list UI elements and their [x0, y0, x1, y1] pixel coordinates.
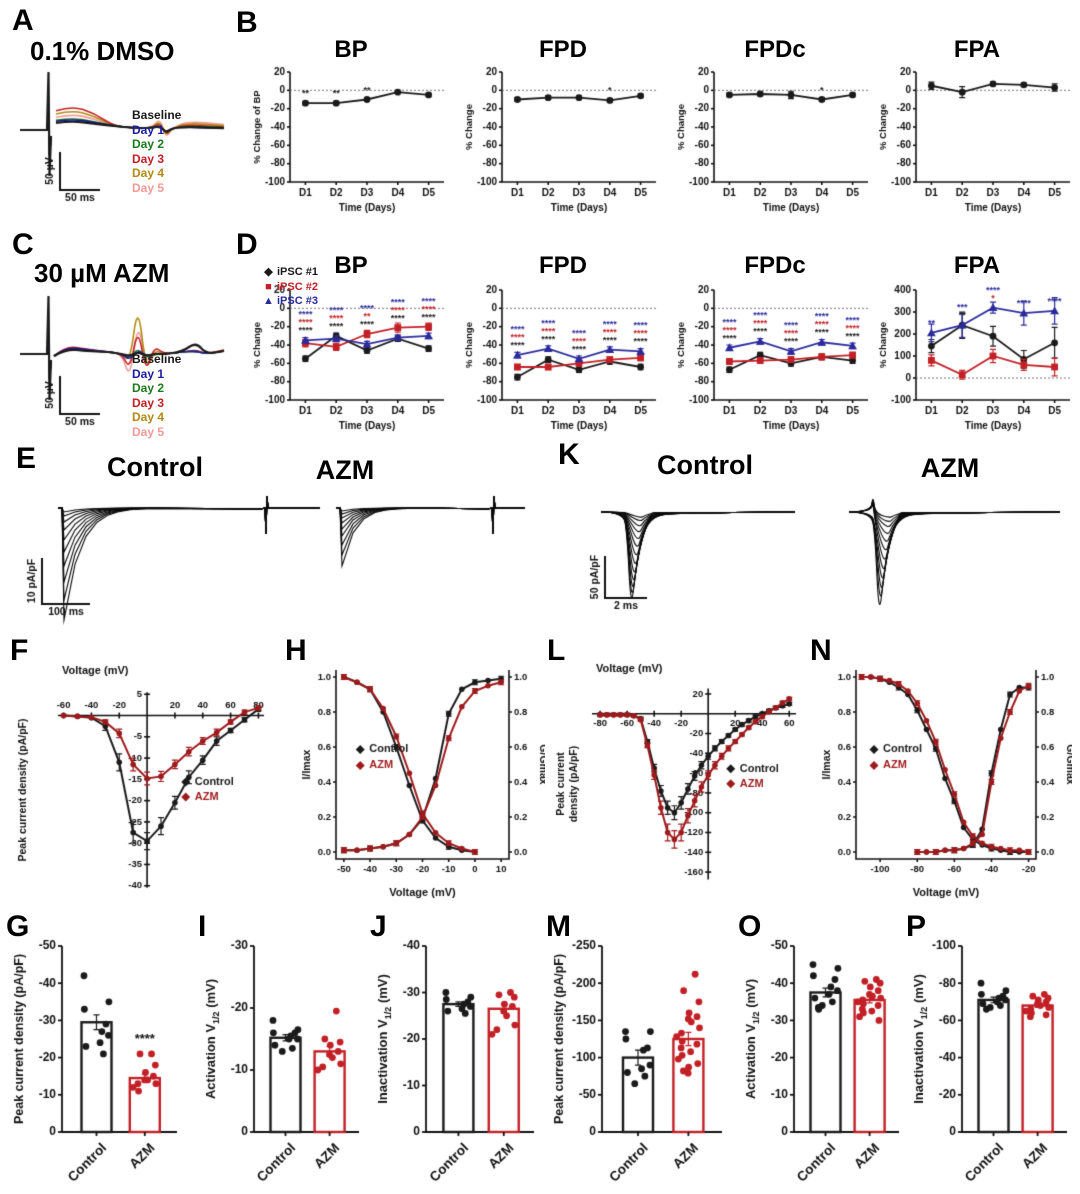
- legend-label: Day 4: [132, 166, 165, 180]
- panel-letter-k: K: [558, 438, 580, 471]
- legend-item: Day 2: [132, 381, 181, 396]
- legend-label: iPSC #1: [277, 266, 318, 278]
- panel-letter-c: C: [12, 228, 34, 261]
- chart-b-fpa: [876, 64, 1078, 216]
- legend-item: Day 4: [132, 410, 181, 425]
- diamond-marker-icon: ◆: [264, 266, 273, 278]
- panel-e-trace-plot: [20, 486, 530, 631]
- panel-letter-n: N: [810, 634, 832, 667]
- legend-label: Baseline: [132, 352, 182, 366]
- chart-title-b-fpd: FPD: [539, 36, 587, 63]
- chart-title-d-fpdc: FPDc: [744, 252, 806, 279]
- panel-k-azm-title: AZM: [920, 453, 980, 483]
- panel-c-trace-plot: [14, 288, 232, 443]
- legend-item: Day 3: [132, 152, 181, 167]
- panel-a-trace-plot: [14, 64, 232, 219]
- panel-k-control-title: Control: [657, 450, 753, 480]
- panel-letter-d: D: [236, 228, 258, 261]
- chart-l-iv: [552, 658, 804, 890]
- legend-label: Day 5: [132, 424, 165, 439]
- legend-item: Baseline: [132, 352, 181, 367]
- chart-o-bar: [742, 934, 907, 1190]
- square-marker-icon: ■: [265, 280, 272, 293]
- chart-b-fpd: [462, 64, 664, 216]
- legend-label: Baseline: [132, 108, 182, 122]
- legend-item: Day 3: [132, 396, 181, 411]
- chart-n-boltzmann: [820, 660, 1072, 905]
- panel-e-control-title: Control: [107, 452, 203, 482]
- legend-item: ◆ iPSC #1: [262, 266, 318, 281]
- panel-e-azm-title: AZM: [315, 455, 375, 485]
- chart-d-fpa: [876, 282, 1078, 434]
- panel-d-legend: ◆ iPSC #1 ■ iPSC #2 ▲ iPSC #3: [262, 266, 318, 310]
- legend-label: iPSC #3: [277, 295, 318, 307]
- triangle-marker-icon: ▲: [263, 295, 274, 307]
- chart-m-bar: [550, 934, 730, 1190]
- panel-a-title: 0.1% DMSO: [30, 36, 175, 66]
- panel-letter-h: H: [285, 634, 307, 667]
- chart-f-iv: [14, 660, 272, 900]
- panel-k-trace-plot: [565, 486, 1070, 631]
- legend-label: Day 4: [132, 410, 165, 424]
- panel-c-legend: Baseline Day 1 Day 2 Day 3 Day 4 Day 5: [132, 352, 181, 439]
- legend-label: Day 2: [132, 137, 165, 151]
- chart-title-b-fpa: FPA: [953, 36, 1001, 63]
- legend-item: Day 1: [132, 123, 181, 138]
- legend-item: Baseline: [132, 108, 181, 123]
- legend-label: Day 1: [132, 366, 165, 381]
- legend-item: ■ iPSC #2: [262, 281, 318, 296]
- chart-title-b-fpdc: FPDc: [744, 36, 806, 63]
- legend-item: Day 5: [132, 425, 181, 440]
- chart-d-fpd: [462, 282, 664, 434]
- chart-j-bar: [374, 934, 542, 1190]
- panel-letter-f: F: [10, 634, 29, 667]
- chart-d-bp: [250, 282, 452, 434]
- chart-h-boltzmann: [300, 660, 545, 905]
- chart-title-b-bp: BP: [334, 36, 368, 63]
- legend-label: Day 3: [132, 151, 165, 166]
- panel-letter-b: B: [236, 6, 258, 39]
- chart-p-bar: [910, 934, 1075, 1190]
- legend-label: Day 1: [132, 122, 165, 137]
- legend-item: Day 5: [132, 181, 181, 196]
- legend-label: Day 2: [132, 381, 165, 395]
- chart-d-fpdc: [674, 282, 876, 434]
- legend-label: Day 5: [132, 180, 165, 195]
- legend-item: Day 2: [132, 137, 181, 152]
- chart-i-bar: [202, 934, 367, 1190]
- chart-b-fpdc: [674, 64, 876, 216]
- panel-letter-i: I: [198, 910, 207, 943]
- panel-a-legend: Baseline Day 1 Day 2 Day 3 Day 4 Day 5: [132, 108, 181, 195]
- legend-item: Day 1: [132, 367, 181, 382]
- chart-title-d-fpd: FPD: [539, 252, 587, 279]
- legend-item: Day 4: [132, 166, 181, 181]
- chart-title-d-bp: BP: [334, 252, 368, 279]
- chart-b-bp: [250, 64, 452, 216]
- chart-title-d-fpa: FPA: [953, 252, 1001, 279]
- legend-label: iPSC #2: [277, 280, 318, 293]
- panel-letter-a: A: [12, 4, 34, 37]
- panel-c-title: 30 µM AZM: [34, 258, 170, 288]
- panel-letter-e: E: [16, 442, 37, 475]
- legend-label: Day 3: [132, 395, 165, 410]
- legend-item: ▲ iPSC #3: [262, 295, 318, 310]
- chart-g-bar: [10, 934, 185, 1190]
